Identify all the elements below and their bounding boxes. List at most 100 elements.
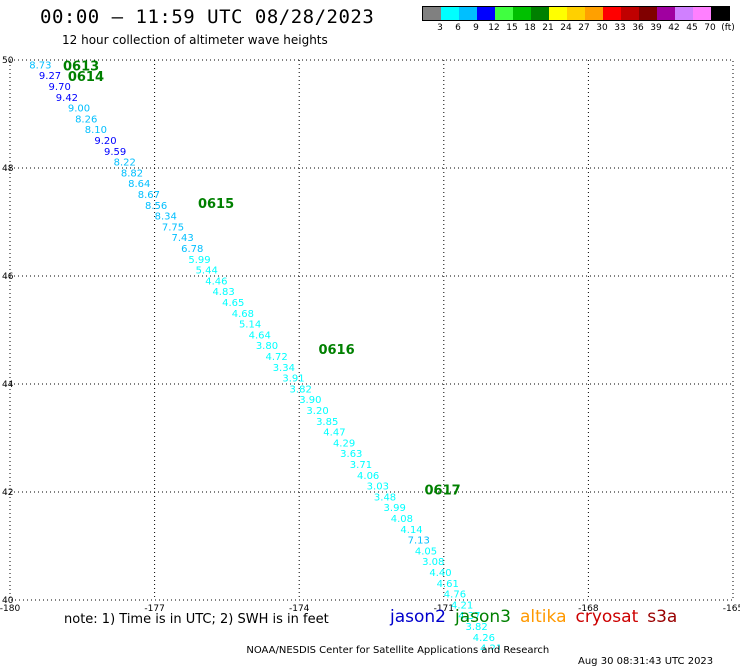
wave-height-value: 4.46	[205, 276, 227, 287]
wave-height-value: 8.56	[145, 201, 167, 212]
colorbar-label: 21	[542, 23, 554, 33]
colorbar-swatch	[423, 7, 441, 20]
colorbar-swatch	[621, 7, 639, 20]
colorbar-swatch	[603, 7, 621, 20]
credit-text: NOAA/NESDIS Center for Satellite Applica…	[246, 645, 550, 656]
wave-height-value: 3.85	[316, 417, 338, 428]
time-label: 0617	[425, 483, 461, 498]
colorbar-labels: 3 6 9 12 15 18 21 24 27 30 33 36 39 42 45 70 (ft)	[422, 21, 735, 35]
axis-ticks: -180 -177 -174 -171 -168 -165 50 48 46 44 42 40	[0, 56, 740, 614]
wave-height-value: 3.71	[350, 460, 372, 471]
time-label: 0613	[63, 59, 99, 74]
legend-jason3: jason3	[455, 607, 511, 627]
wave-height-value: 9.00	[68, 104, 90, 115]
footer-credit: NOAA/NESDIS Center for Satellite Applica…	[240, 634, 713, 667]
y-tick-label: 40	[2, 596, 14, 606]
wave-height-value: 4.76	[444, 590, 466, 601]
y-tick-label: 46	[2, 272, 14, 282]
wave-height-value: 5.14	[239, 320, 261, 331]
legend-s3a: s3a	[647, 607, 678, 627]
map-grid	[10, 60, 733, 600]
y-tick-label: 48	[2, 164, 14, 174]
map-subtitle: 12 hour collection of altimeter wave hei…	[62, 33, 328, 47]
colorbar-label: (ft)	[721, 23, 735, 33]
y-tick-label: 50	[2, 56, 14, 66]
wave-height-value: 9.20	[94, 136, 116, 147]
wave-height-observations: 8.739.279.709.429.008.268.109.209.598.22…	[29, 60, 502, 650]
map-frame	[9, 59, 734, 601]
wave-height-value: 4.05	[415, 546, 437, 557]
x-tick-label: -177	[144, 604, 164, 614]
wave-height-value: 8.73	[29, 60, 51, 71]
map-border	[9, 59, 734, 601]
wave-height-value: 4.61	[437, 579, 459, 590]
colorbar-swatch	[531, 7, 549, 20]
colorbar-swatch	[441, 7, 459, 20]
wave-height-value: 4.47	[323, 428, 345, 439]
wave-height-value: 3.91	[282, 374, 304, 385]
wave-height-value: 4.83	[212, 287, 234, 298]
wave-height-value: 4.21	[480, 644, 502, 650]
wave-height-value: 4.29	[333, 438, 355, 449]
wave-height-value: 3.03	[367, 482, 389, 493]
time-label: 0615	[198, 197, 234, 212]
wave-height-value: 9.27	[39, 71, 61, 82]
colorbar-label: 30	[596, 23, 608, 33]
colorbar-swatch	[657, 7, 675, 20]
wave-height-value: 5.44	[196, 266, 218, 277]
time-label: 0614	[68, 70, 104, 85]
colorbar-swatches	[422, 6, 730, 21]
wave-height-value: 8.10	[85, 125, 107, 136]
x-tick-label: -171	[434, 604, 454, 614]
wave-height-value: 4.08	[391, 514, 413, 525]
wave-height-value: 3.90	[299, 395, 321, 406]
colorbar-label: 24	[560, 23, 572, 33]
wave-height-value: 4.14	[400, 525, 422, 536]
wave-height-value: 4.68	[232, 309, 254, 320]
colorbar-swatch	[693, 7, 711, 20]
wave-height-value: 3.63	[340, 449, 362, 460]
wave-height-value: 8.34	[155, 212, 177, 223]
map-title: 00:00 — 11:59 UTC 08/28/2023	[40, 6, 375, 28]
wave-height-value: 8.26	[75, 114, 97, 125]
satellite-legend: jason2 jason3 altika cryosat s3a	[390, 607, 686, 627]
colorbar-label: 27	[578, 23, 590, 33]
legend-altika: altika	[520, 607, 567, 627]
colorbar-swatch	[459, 7, 477, 20]
wave-height-value: 4.06	[357, 471, 379, 482]
colorbar-label: 39	[650, 23, 662, 33]
colorbar-swatch	[567, 7, 585, 20]
colorbar-label: 33	[614, 23, 626, 33]
wave-height-value: 5.99	[188, 255, 210, 266]
wave-height-value: 3.08	[422, 557, 444, 568]
colorbar-label: 15	[506, 23, 518, 33]
colorbar-label: 6	[455, 23, 461, 33]
wave-height-colorbar: 3 6 9 12 15 18 21 24 27 30 33 36 39 42 45 70 (ft)	[422, 6, 735, 35]
wave-height-value: 4.21	[451, 600, 473, 611]
colorbar-label: 42	[668, 23, 680, 33]
colorbar-label: 3	[437, 23, 443, 33]
colorbar-swatch	[477, 7, 495, 20]
wave-height-value: 9.70	[49, 82, 71, 93]
colorbar-swatch	[639, 7, 657, 20]
colorbar-label: 70	[704, 23, 716, 33]
colorbar-label: 36	[632, 23, 644, 33]
wave-height-value: 4.65	[222, 298, 244, 309]
legend-jason2: jason2	[390, 607, 446, 627]
altimeter-map: -180 -177 -174 -171 -168 -165 50 48 46 44 42 40 8.7…	[0, 56, 740, 650]
wave-height-value: 3.48	[374, 492, 396, 503]
x-tick-label: -174	[289, 604, 310, 614]
colorbar-label: 12	[488, 23, 500, 33]
x-tick-label: -168	[578, 604, 599, 614]
wave-height-value: 3.99	[384, 503, 406, 514]
generated-timestamp: Aug 30 08:31:43 UTC 2023	[578, 656, 714, 667]
wave-height-value: 7.75	[162, 222, 184, 233]
colorbar-label: 18	[524, 23, 536, 33]
wave-height-value: 8.67	[138, 190, 160, 201]
y-tick-label: 44	[2, 380, 14, 390]
wave-height-value: 4.40	[429, 568, 451, 579]
wave-height-value: 3.34	[273, 363, 295, 374]
wave-height-value: 4.64	[249, 330, 271, 341]
wave-height-value: 3.20	[306, 406, 328, 417]
